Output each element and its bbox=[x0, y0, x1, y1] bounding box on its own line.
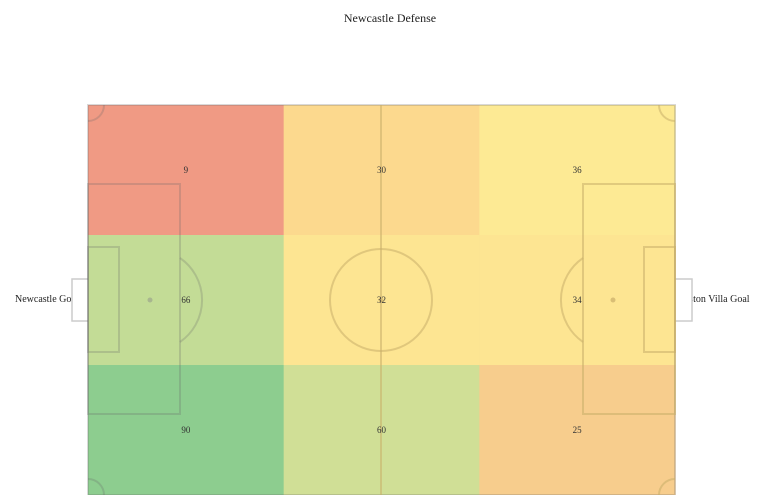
zone-value-r1-c2: 34 bbox=[573, 295, 583, 305]
center-spot bbox=[378, 297, 384, 303]
center-circle bbox=[329, 248, 433, 352]
left-goal-label: Newcastle Goal bbox=[15, 294, 79, 305]
zone-value-r2-c1: 60 bbox=[377, 425, 387, 435]
corner-arc-bottom-right bbox=[658, 478, 676, 495]
zone-value-r1-c1: 32 bbox=[377, 295, 386, 305]
left-penalty-arc bbox=[179, 257, 203, 343]
zone-r2-c0 bbox=[88, 365, 285, 495]
right-goal-label: Aston Villa Goal bbox=[682, 294, 750, 305]
zone-r2-c2 bbox=[479, 365, 676, 495]
zone-r0-c0 bbox=[88, 105, 285, 236]
zone-value-r1-c0: 66 bbox=[181, 295, 191, 305]
zone-r1-c2 bbox=[479, 235, 676, 366]
corner-arc-bottom-left bbox=[87, 478, 105, 495]
zone-r1-c0 bbox=[88, 235, 285, 366]
zone-value-r2-c0: 90 bbox=[181, 425, 191, 435]
right-six-yard-box bbox=[643, 246, 676, 353]
zone-value-r2-c2: 25 bbox=[573, 425, 583, 435]
right-goal bbox=[674, 278, 693, 322]
left-six-yard-box bbox=[87, 246, 120, 353]
zone-value-r0-c0: 9 bbox=[184, 165, 189, 175]
corner-arc-top-left bbox=[87, 104, 105, 122]
zone-value-r0-c1: 30 bbox=[377, 165, 387, 175]
right-penalty-spot bbox=[610, 297, 616, 303]
corner-arc-top-right bbox=[658, 104, 676, 122]
left-penalty-box bbox=[87, 183, 181, 415]
chart-title: Newcastle Defense bbox=[343, 11, 437, 25]
left-goal bbox=[71, 278, 90, 322]
zone-r0-c2 bbox=[479, 105, 676, 236]
zone-value-r0-c2: 36 bbox=[573, 165, 583, 175]
left-penalty-spot bbox=[147, 297, 153, 303]
right-penalty-arc bbox=[560, 257, 584, 343]
